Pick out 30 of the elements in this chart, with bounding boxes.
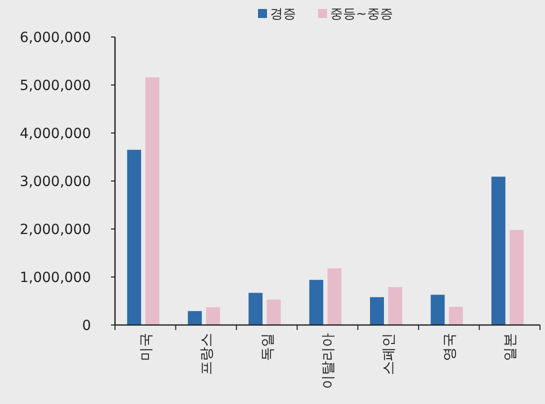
y-tick-label: 2,000,000 bbox=[20, 222, 91, 238]
legend-label: 경증 bbox=[270, 7, 296, 22]
bar bbox=[510, 230, 524, 325]
y-tick-label: 6,000,000 bbox=[20, 30, 91, 46]
bar bbox=[309, 280, 324, 325]
y-tick-label: 3,000,000 bbox=[20, 174, 91, 190]
bar bbox=[206, 307, 220, 325]
x-tick-label: 스페인 bbox=[381, 333, 398, 375]
y-tick-label: 0 bbox=[82, 318, 91, 334]
bar bbox=[328, 268, 342, 325]
x-tick-label: 독일 bbox=[260, 333, 276, 361]
bar bbox=[370, 297, 384, 325]
bar bbox=[188, 311, 202, 325]
bar bbox=[388, 287, 402, 325]
bar bbox=[127, 150, 142, 325]
bar bbox=[430, 294, 445, 325]
bar bbox=[248, 292, 263, 325]
y-tick-label: 4,000,000 bbox=[20, 126, 91, 142]
bar bbox=[145, 77, 160, 325]
x-tick-label: 일본 bbox=[502, 333, 519, 361]
y-tick-label: 1,000,000 bbox=[20, 270, 91, 286]
x-tick-label: 미국 bbox=[138, 333, 154, 361]
bar bbox=[448, 306, 463, 325]
bar bbox=[491, 176, 506, 325]
x-tick-label: 이탈리아 bbox=[320, 333, 336, 389]
y-tick-label: 5,000,000 bbox=[20, 78, 91, 94]
x-tick-label: 영국 bbox=[442, 333, 458, 361]
bar bbox=[266, 300, 281, 325]
x-tick-label: 프랑스 bbox=[199, 333, 216, 375]
legend-label: 중등~중증 bbox=[330, 7, 393, 22]
